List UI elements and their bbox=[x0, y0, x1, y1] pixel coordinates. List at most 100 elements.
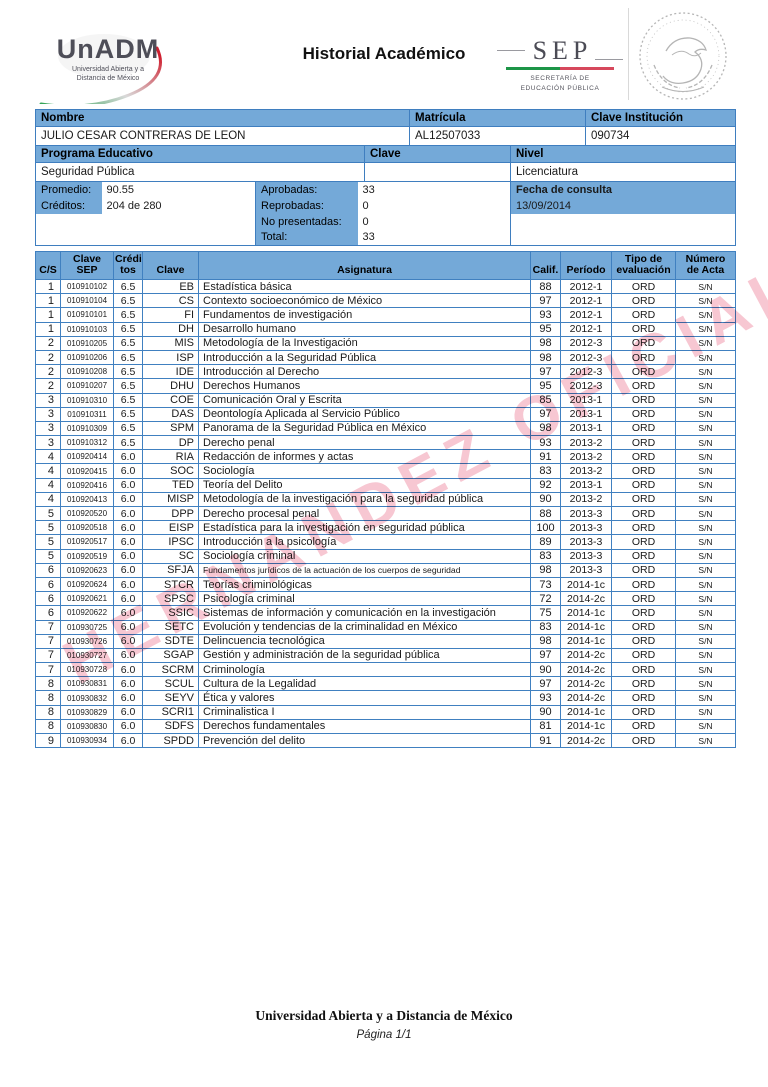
cell-tipo-evaluacion: ORD bbox=[611, 662, 676, 678]
cell-tipo-evaluacion: ORD bbox=[611, 718, 676, 735]
clave-institucion-value: 090734 bbox=[585, 126, 736, 146]
cell-clave: SDFS bbox=[142, 718, 199, 735]
cell-cs: 6 bbox=[35, 562, 61, 578]
cell-tipo-evaluacion: ORD bbox=[611, 704, 676, 720]
cell-tipo-evaluacion: ORD bbox=[611, 576, 676, 593]
cell-clave-sep: 010910206 bbox=[60, 349, 114, 366]
cell-tipo-evaluacion: ORD bbox=[611, 591, 676, 607]
cell-tipo-evaluacion: ORD bbox=[611, 435, 676, 451]
cell-clave: SGAP bbox=[142, 647, 199, 664]
cell-clave: EISP bbox=[142, 520, 199, 536]
cell-periodo: 2014-1c bbox=[560, 619, 612, 635]
cell-calif: 98 bbox=[530, 562, 561, 578]
table-row: 7 010930727 6.0 SGAP Gestión y administr… bbox=[35, 647, 736, 664]
cell-tipo-evaluacion: ORD bbox=[611, 321, 676, 337]
cell-numero-acta: S/N bbox=[675, 576, 736, 593]
cell-periodo: 2013-2 bbox=[560, 449, 612, 465]
matricula-header: Matrícula bbox=[409, 109, 586, 127]
cell-calif: 91 bbox=[530, 449, 561, 465]
cell-cs: 9 bbox=[35, 732, 61, 749]
transcript-body: 1 010910102 6.5 EB Estadística básica 88… bbox=[35, 278, 736, 749]
transcript-header: C/S Clave SEP Crédi- tos Clave Asignatur… bbox=[35, 251, 736, 280]
clave-institucion-header: Clave Institución bbox=[585, 109, 736, 127]
cell-creditos: 6.5 bbox=[113, 378, 143, 394]
cell-creditos: 6.5 bbox=[113, 335, 143, 351]
cell-periodo: 2012-3 bbox=[560, 335, 612, 351]
page-title: Historial Académico bbox=[302, 44, 466, 63]
cell-periodo: 2014-1c bbox=[560, 704, 612, 720]
cell-clave: SSIC bbox=[142, 605, 199, 621]
cell-clave: SPM bbox=[142, 420, 199, 437]
sep-caption: SECRETARÍA DE EDUCACIÓN PÚBLICA bbox=[520, 75, 600, 92]
cell-clave-sep: 010920518 bbox=[60, 520, 114, 536]
cell-cs: 8 bbox=[35, 718, 61, 735]
cell-clave: SEYV bbox=[142, 690, 199, 706]
cell-clave-sep: 010920520 bbox=[60, 505, 114, 522]
total-value: 33 bbox=[357, 229, 511, 246]
cell-asignatura: Metodología de la Investigación bbox=[198, 335, 531, 351]
cell-numero-acta: S/N bbox=[675, 378, 736, 394]
cell-periodo: 2013-1 bbox=[560, 477, 612, 493]
cell-clave-sep: 010910104 bbox=[60, 293, 114, 309]
cell-clave: SETC bbox=[142, 619, 199, 635]
col-header-cs: C/S bbox=[35, 251, 61, 280]
cell-tipo-evaluacion: ORD bbox=[611, 278, 676, 295]
total-label: Total: bbox=[255, 229, 358, 246]
cell-cs: 3 bbox=[35, 420, 61, 437]
cell-clave: ISP bbox=[142, 349, 199, 366]
cell-creditos: 6.0 bbox=[113, 718, 143, 735]
cell-creditos: 6.0 bbox=[113, 732, 143, 749]
cell-periodo: 2014-1c bbox=[560, 605, 612, 621]
cell-numero-acta: S/N bbox=[675, 307, 736, 323]
cell-asignatura: Deontología Aplicada al Servicio Público bbox=[198, 406, 531, 422]
cell-periodo: 2013-3 bbox=[560, 534, 612, 550]
cell-creditos: 6.5 bbox=[113, 392, 143, 408]
cell-asignatura: Cultura de la Legalidad bbox=[198, 676, 531, 692]
cell-creditos: 6.5 bbox=[113, 420, 143, 437]
sep-rule-right bbox=[595, 59, 623, 60]
cell-clave-sep: 010910309 bbox=[60, 420, 114, 437]
table-row: 4 010920414 6.0 RIA Redacción de informe… bbox=[35, 449, 736, 465]
cell-clave: SDTE bbox=[142, 633, 199, 649]
cell-clave-sep: 010910208 bbox=[60, 364, 114, 380]
cell-tipo-evaluacion: ORD bbox=[611, 505, 676, 522]
cell-asignatura: Delincuencia tecnológica bbox=[198, 633, 531, 649]
cell-asignatura: Fundamentos de investigación bbox=[198, 307, 531, 323]
cell-calif: 97 bbox=[530, 364, 561, 380]
col-header-tipo-evaluacion: Tipo de evaluación bbox=[611, 251, 676, 280]
cell-calif: 91 bbox=[530, 732, 561, 749]
cell-tipo-evaluacion: ORD bbox=[611, 647, 676, 664]
cell-cs: 3 bbox=[35, 406, 61, 422]
cell-clave: CS bbox=[142, 293, 199, 309]
cell-calif: 83 bbox=[530, 463, 561, 479]
cell-clave-sep: 010920624 bbox=[60, 576, 114, 593]
cell-creditos: 6.5 bbox=[113, 293, 143, 309]
table-row: 3 010910310 6.5 COE Comunicación Oral y … bbox=[35, 392, 736, 408]
cell-creditos: 6.0 bbox=[113, 662, 143, 678]
table-row: 8 010930831 6.0 SCUL Cultura de la Legal… bbox=[35, 676, 736, 692]
cell-numero-acta: S/N bbox=[675, 349, 736, 366]
cell-cs: 2 bbox=[35, 364, 61, 380]
cell-cs: 8 bbox=[35, 690, 61, 706]
cell-asignatura: Introducción al Derecho bbox=[198, 364, 531, 380]
footer-page-number: Página 1/1 bbox=[356, 1029, 412, 1041]
cell-creditos: 6.5 bbox=[113, 435, 143, 451]
col-header-periodo: Período bbox=[560, 251, 612, 280]
cell-cs: 8 bbox=[35, 704, 61, 720]
table-row: 1 010910102 6.5 EB Estadística básica 88… bbox=[35, 278, 736, 295]
cell-clave: IDE bbox=[142, 364, 199, 380]
fecha-consulta-label: Fecha de consulta bbox=[510, 181, 736, 198]
cell-clave-sep: 010910101 bbox=[60, 307, 114, 323]
cell-numero-acta: S/N bbox=[675, 690, 736, 706]
cell-asignatura: Estadística para la investigación en seg… bbox=[198, 520, 531, 536]
cell-clave: SPSC bbox=[142, 591, 199, 607]
table-row: 6 010920624 6.0 STCR Teorías criminológi… bbox=[35, 576, 736, 593]
unadm-logo: UnADM Universidad Abierta y a Distancia … bbox=[38, 20, 178, 104]
table-row: 1 010910103 6.5 DH Desarrollo humano 95 … bbox=[35, 321, 736, 337]
cell-asignatura: Teoría del Delito bbox=[198, 477, 531, 493]
sep-tricolor-bars bbox=[506, 67, 614, 70]
cell-asignatura: Gestión y administración de la seguridad… bbox=[198, 647, 531, 664]
cell-asignatura: Contexto socioeconómico de México bbox=[198, 293, 531, 309]
cell-clave: IPSC bbox=[142, 534, 199, 550]
cell-clave-sep: 010910310 bbox=[60, 392, 114, 408]
